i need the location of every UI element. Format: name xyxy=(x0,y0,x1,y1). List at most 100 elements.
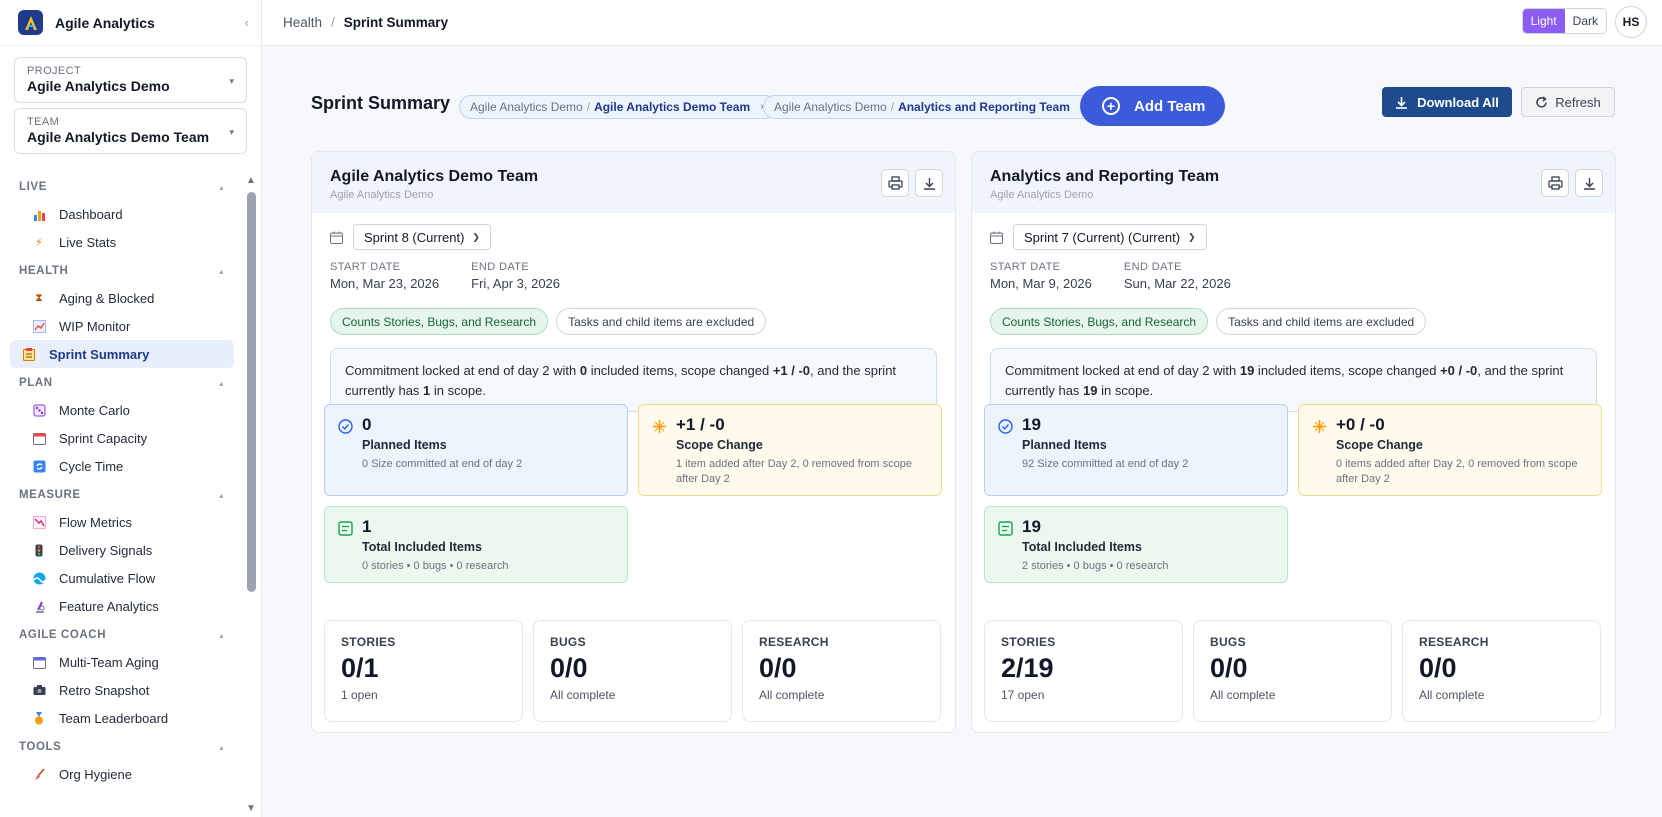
chevron-up-icon: ▴ xyxy=(219,490,224,500)
sidebar-item-team-leaderboard[interactable]: Team Leaderboard xyxy=(10,704,234,732)
sparkle-icon xyxy=(651,418,667,434)
chevron-up-icon: ▴ xyxy=(219,378,224,388)
download-icon xyxy=(923,177,936,190)
scroll-up-icon[interactable]: ▲ xyxy=(246,174,256,186)
calendar-icon xyxy=(32,655,46,669)
nav-section-agile-coach[interactable]: AGILE COACH ▴ xyxy=(0,622,244,648)
calendar-icon xyxy=(330,231,343,244)
check-circle-icon xyxy=(337,418,353,434)
team-card-1: Agile Analytics Demo Team Agile Analytic… xyxy=(311,151,956,733)
research-sub: All complete xyxy=(1419,688,1485,702)
team-selector[interactable]: TEAM Agile Analytics Demo Team ▾ xyxy=(14,108,247,154)
summary-text: included items, scope changed xyxy=(587,363,773,378)
card-download-button[interactable] xyxy=(1575,169,1603,197)
sidebar-item-dashboard[interactable]: Dashboard xyxy=(10,200,234,228)
list-icon xyxy=(337,520,353,536)
sidebar-scrollbar[interactable]: ▲ ▼ xyxy=(244,174,258,817)
download-all-button[interactable]: Download All xyxy=(1382,87,1512,117)
scope-label: Scope Change xyxy=(1336,438,1423,452)
sidebar-item-multi-team-aging[interactable]: Multi-Team Aging xyxy=(10,648,234,676)
sparkle-icon xyxy=(1311,418,1327,434)
card-project: Agile Analytics Demo xyxy=(990,189,1094,201)
summary-included: 19 xyxy=(1239,363,1255,378)
summary-text: in scope. xyxy=(430,383,486,398)
sidebar-item-monte-carlo[interactable]: Monte Carlo xyxy=(10,396,234,424)
hourglass-icon: ⧗ xyxy=(35,291,43,304)
project-selector[interactable]: PROJECT Agile Analytics Demo ▾ xyxy=(14,57,247,103)
summary-text: Commitment locked at end of day 2 with xyxy=(345,363,580,378)
calendar-icon xyxy=(32,431,46,445)
sidebar-item-aging-blocked[interactable]: ⧗ Aging & Blocked xyxy=(10,284,234,312)
card-download-button[interactable] xyxy=(915,169,943,197)
sprint-select-value: Sprint 7 (Current) (Current) xyxy=(1024,229,1181,245)
start-date-value: Mon, Mar 9, 2026 xyxy=(990,276,1092,291)
print-button[interactable] xyxy=(1541,169,1569,197)
theme-dark-button[interactable]: Dark xyxy=(1564,9,1606,33)
wave-icon xyxy=(32,571,46,585)
scroll-thumb[interactable] xyxy=(247,192,256,592)
stories-value: 0/1 xyxy=(341,653,379,683)
plus-circle-icon: + xyxy=(1102,97,1120,115)
start-date-value: Mon, Mar 23, 2026 xyxy=(330,276,440,291)
breadcrumb-health[interactable]: Health xyxy=(283,15,323,30)
theme-light-button[interactable]: Light xyxy=(1522,9,1565,33)
summary-text: Commitment locked at end of day 2 with xyxy=(1005,363,1240,378)
sidebar-item-label: Cumulative Flow xyxy=(59,570,156,586)
sidebar-item-cumulative-flow[interactable]: Cumulative Flow xyxy=(10,564,234,592)
summary-text: in scope. xyxy=(1097,383,1154,398)
project-selector-value: Agile Analytics Demo xyxy=(27,78,170,94)
sidebar-item-cycle-time[interactable]: Cycle Time xyxy=(10,452,234,480)
nav-section-label: HEALTH xyxy=(19,265,69,277)
sidebar-item-feature-analytics[interactable]: Feature Analytics xyxy=(10,592,234,620)
scroll-down-icon[interactable]: ▼ xyxy=(246,802,256,814)
sprint-select[interactable]: Sprint 7 (Current) (Current) ❯ xyxy=(1013,224,1207,250)
stories-sub: 17 open xyxy=(1001,688,1045,702)
refresh-button[interactable]: Refresh xyxy=(1521,87,1615,117)
nav-section-measure[interactable]: MEASURE ▴ xyxy=(0,482,244,508)
chip-project: Agile Analytics Demo xyxy=(774,100,887,114)
summary-in-scope: 19 xyxy=(1083,383,1098,398)
sprint-select-value: Sprint 8 (Current) xyxy=(364,229,465,245)
download-icon xyxy=(1583,177,1596,190)
avatar[interactable]: HS xyxy=(1615,6,1647,38)
sidebar-item-sprint-summary[interactable]: Sprint Summary xyxy=(10,340,234,368)
bugs-sub: All complete xyxy=(1210,688,1276,702)
add-team-button[interactable]: + Add Team xyxy=(1080,86,1225,126)
scope-label: Scope Change xyxy=(676,438,763,452)
nav-section-tools[interactable]: TOOLS ▴ xyxy=(0,734,244,760)
total-items-card: 1 Total Included Items 0 stories • 0 bug… xyxy=(324,506,628,583)
sidebar-item-delivery-signals[interactable]: Delivery Signals xyxy=(10,536,234,564)
nav-section-health[interactable]: HEALTH ▴ xyxy=(0,258,244,284)
sidebar-item-retro-snapshot[interactable]: Retro Snapshot xyxy=(10,676,234,704)
sidebar-item-flow-metrics[interactable]: Flow Metrics xyxy=(10,508,234,536)
sidebar-item-label: Retro Snapshot xyxy=(59,682,150,698)
collapse-sidebar-icon[interactable]: ‹ xyxy=(244,15,249,30)
chip-project: Agile Analytics Demo xyxy=(470,100,583,114)
counts-tag: Counts Stories, Bugs, and Research xyxy=(330,308,549,335)
sidebar-item-org-hygiene[interactable]: Org Hygiene xyxy=(10,760,234,788)
sidebar-item-label: Sprint Summary xyxy=(49,346,150,362)
chip-team: Agile Analytics Demo Team xyxy=(594,100,751,114)
stories-sub: 1 open xyxy=(341,688,378,702)
sidebar: Agile Analytics ‹ PROJECT Agile Analytic… xyxy=(0,0,262,817)
sidebar-item-live-stats[interactable]: ⚡ Live Stats xyxy=(10,228,234,256)
sidebar-item-sprint-capacity[interactable]: Sprint Capacity xyxy=(10,424,234,452)
nav-section-live[interactable]: LIVE ▴ xyxy=(0,174,244,200)
chevron-down-icon: ▾ xyxy=(229,76,234,86)
app-logo-icon xyxy=(18,10,43,35)
chevron-up-icon: ▴ xyxy=(219,742,224,752)
chevron-up-icon: ▴ xyxy=(219,630,224,640)
breadcrumb-current: Sprint Summary xyxy=(343,15,449,30)
theme-toggle: Light Dark xyxy=(1521,8,1607,34)
printer-icon xyxy=(887,176,903,190)
summary-in-scope: 1 xyxy=(423,383,431,398)
sidebar-item-wip-monitor[interactable]: WIP Monitor xyxy=(10,312,234,340)
print-button[interactable] xyxy=(881,169,909,197)
bugs-value: 0/0 xyxy=(550,653,588,683)
nav-section-plan[interactable]: PLAN ▴ xyxy=(0,370,244,396)
sidebar-item-label: Monte Carlo xyxy=(59,402,130,418)
nav-section-label: TOOLS xyxy=(19,741,62,753)
sprint-select[interactable]: Sprint 8 (Current) ❯ xyxy=(353,224,491,250)
sidebar-item-label: Aging & Blocked xyxy=(59,290,155,306)
card-project: Agile Analytics Demo xyxy=(330,189,434,201)
